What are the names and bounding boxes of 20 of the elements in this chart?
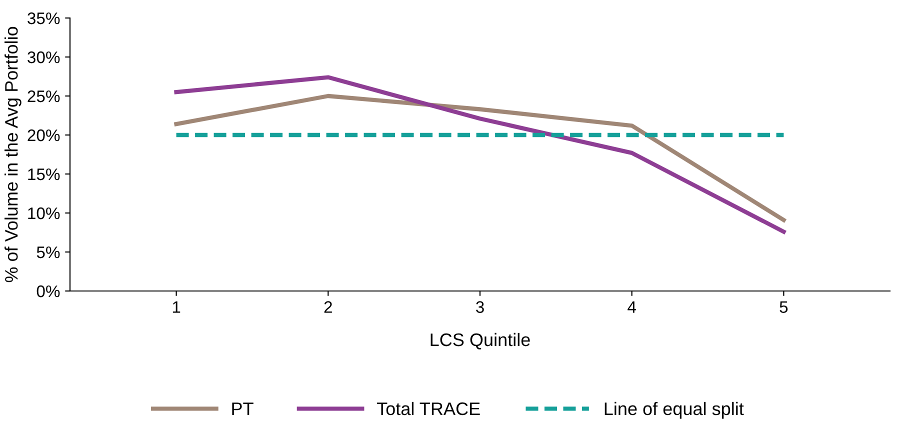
legend-label: Line of equal split (604, 402, 744, 419)
y-tick-label: 25% (28, 90, 60, 102)
y-tick-label: 10% (28, 207, 60, 220)
y-axis-title: % of Volume in the Avg Portfolio (4, 26, 22, 282)
y-tick-label: 30% (28, 51, 60, 64)
y-tick-label: 5% (36, 246, 60, 258)
line-series (174, 94, 786, 222)
y-tick-label: 0% (36, 285, 60, 298)
y-tick-label: 35% (28, 12, 60, 24)
y-tick-label: 20% (28, 129, 60, 142)
x-axis-title: LCS Quintile (430, 332, 530, 350)
x-tick-label: 4 (628, 301, 636, 313)
legend-label: PT (232, 402, 254, 416)
line-series (174, 75, 786, 234)
legend-label: Total TRACE (376, 402, 480, 416)
x-tick-label: 1 (172, 301, 180, 313)
y-tick-label: 15% (28, 168, 60, 180)
x-tick-label: 3 (476, 301, 484, 313)
x-tick-label: 5 (780, 301, 788, 313)
x-tick-label: 2 (324, 301, 332, 313)
